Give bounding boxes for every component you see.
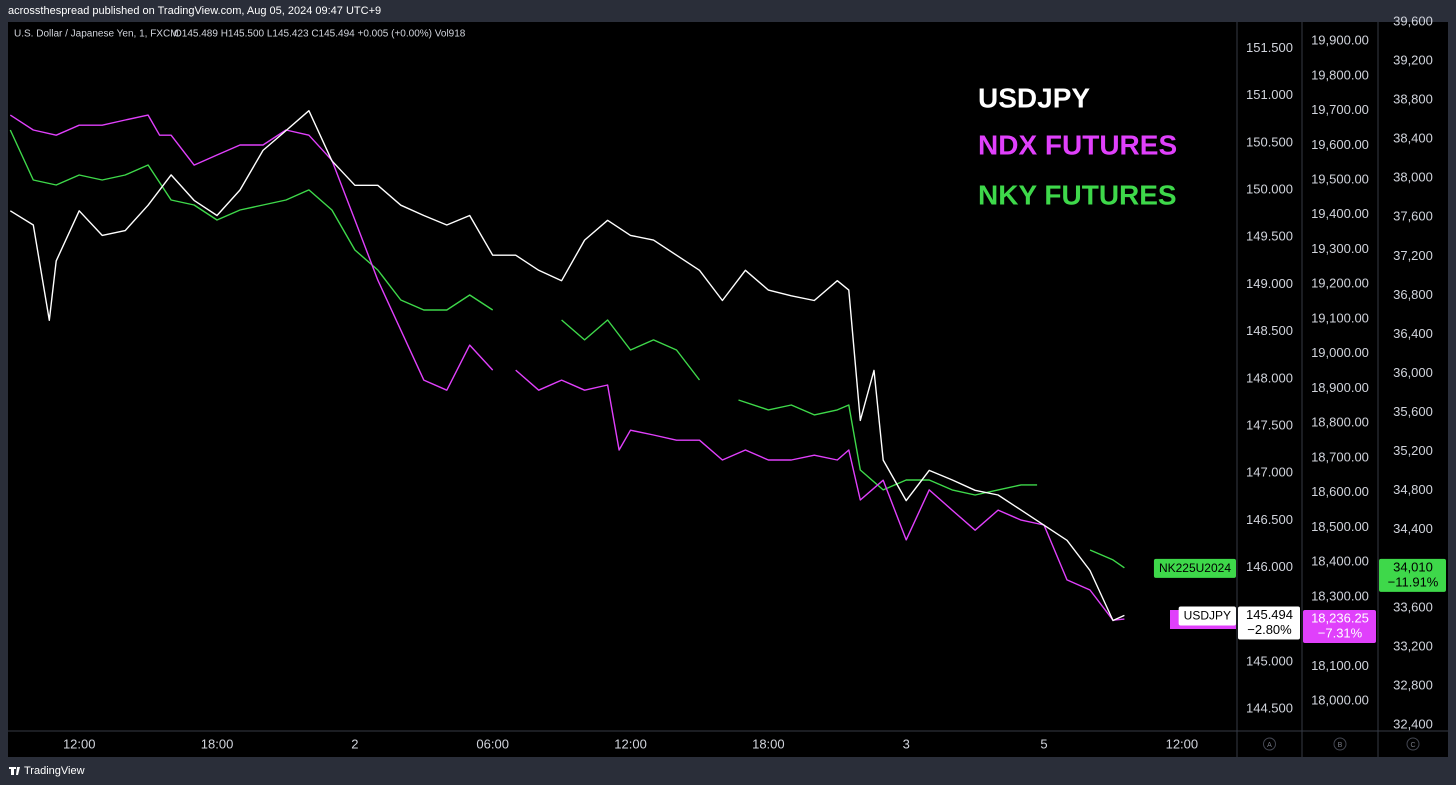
y-tick-label: 147.000 xyxy=(1246,465,1293,480)
axis-button xyxy=(1406,737,1420,751)
brand: TradingView xyxy=(24,765,85,777)
y-tick-label: 34,400 xyxy=(1393,521,1433,536)
price-label-box xyxy=(1379,558,1446,592)
footer: TradingView xyxy=(9,765,85,777)
y-tick-label: 18,500.00 xyxy=(1311,519,1369,534)
y-tick-label: 33,600 xyxy=(1393,599,1433,614)
y-tick-label: 149.500 xyxy=(1246,229,1293,244)
y-tick-label: 19,900.00 xyxy=(1311,33,1369,48)
y-tick-label: 37,600 xyxy=(1393,209,1433,224)
y-tick-label: 150.000 xyxy=(1246,181,1293,196)
y-tick-label: 19,200.00 xyxy=(1311,276,1369,291)
legend-entry: NKY FUTURES xyxy=(978,179,1177,210)
x-tick-label: 12:00 xyxy=(1166,736,1199,751)
axis-button-label: B xyxy=(1338,742,1343,749)
x-tick-label: 12:00 xyxy=(63,736,96,751)
y-tick-label: 146.500 xyxy=(1246,512,1293,527)
y-tick-label: 32,400 xyxy=(1393,716,1433,731)
price-line xyxy=(9,110,1125,622)
y-tick-label: 147.500 xyxy=(1246,418,1293,433)
y-tick-label: 19,600.00 xyxy=(1311,137,1369,152)
y-tick-label: 18,800.00 xyxy=(1311,415,1369,430)
y-tick-label: 145.000 xyxy=(1246,654,1293,669)
x-tick-label: 18:00 xyxy=(752,736,785,751)
axis-button xyxy=(1263,737,1276,751)
axis-button xyxy=(1333,737,1347,751)
y-tick-label: 19,700.00 xyxy=(1311,102,1369,117)
y-tick-label: 18,600.00 xyxy=(1311,484,1369,499)
y-tick-label: 18,900.00 xyxy=(1311,380,1369,395)
price-label-box xyxy=(1303,610,1376,644)
y-tick-label: 38,800 xyxy=(1393,92,1433,107)
x-tick-label: 3 xyxy=(903,736,910,751)
symbol-tag-box xyxy=(1178,606,1236,626)
y-tick-label: 38,400 xyxy=(1393,131,1433,146)
y-tick-label: 18,300.00 xyxy=(1311,588,1369,603)
y-tick-label: 18,700.00 xyxy=(1311,449,1369,464)
y-tick-label: 19,100.00 xyxy=(1311,310,1369,325)
y-tick-label: 150.500 xyxy=(1246,134,1293,149)
y-tick-label: 36,000 xyxy=(1393,365,1433,380)
x-tick-label: 12:00 xyxy=(614,736,647,751)
y-tick-label: 18,400.00 xyxy=(1311,554,1369,569)
tv-logo xyxy=(9,767,20,775)
x-tick-label: 06:00 xyxy=(476,736,509,751)
y-tick-label: 148.000 xyxy=(1246,370,1293,385)
x-tick-label: 2 xyxy=(351,736,358,751)
price-label-box xyxy=(1238,606,1300,640)
y-tick-label: 34,800 xyxy=(1393,482,1433,497)
change-label: −2.80% xyxy=(1247,622,1292,637)
y-tick-label: 151.500 xyxy=(1246,40,1293,55)
symbol-tag: USDJPY xyxy=(1184,609,1231,623)
chart-background xyxy=(8,22,1448,757)
symbol-info: U.S. Dollar / Japanese Yen, 1, FXCM xyxy=(14,29,179,40)
change-label: −11.91% xyxy=(1388,574,1439,589)
y-tick-label: 35,600 xyxy=(1393,404,1433,419)
y-tick-label: 18,100.00 xyxy=(1311,658,1369,673)
y-tick-label: 39,600 xyxy=(1393,13,1433,28)
y-tick-label: 144.500 xyxy=(1246,701,1293,716)
y-tick-label: 32,800 xyxy=(1393,677,1433,692)
y-tick-label: 35,200 xyxy=(1393,443,1433,458)
price-label: 34,010 xyxy=(1393,559,1433,574)
y-tick-label: 19,800.00 xyxy=(1311,67,1369,82)
y-tick-label: 38,000 xyxy=(1393,170,1433,185)
y-tick-label: 33,200 xyxy=(1393,638,1433,653)
y-tick-label: 36,400 xyxy=(1393,326,1433,341)
x-tick-label: 18:00 xyxy=(201,736,234,751)
ohlc-info: O145.489 H145.500 L145.423 C145.494 +0.0… xyxy=(174,29,466,40)
y-tick-label: 18,000.00 xyxy=(1311,693,1369,708)
y-tick-label: 19,300.00 xyxy=(1311,241,1369,256)
y-tick-label: 146.000 xyxy=(1246,559,1293,574)
axis-button-label: A xyxy=(1267,742,1272,749)
publish-info: acrossthespread published on TradingView… xyxy=(8,5,381,17)
price-label: 145.494 xyxy=(1246,607,1293,622)
price-line xyxy=(9,114,1125,621)
price-line xyxy=(9,129,1125,569)
y-tick-label: 19,500.00 xyxy=(1311,171,1369,186)
x-tick-label: 5 xyxy=(1040,736,1047,751)
symbol-tag: NK225U2024 xyxy=(1159,561,1231,575)
y-tick-label: 19,000.00 xyxy=(1311,345,1369,360)
y-tick-label: 37,200 xyxy=(1393,248,1433,263)
symbol-tag-box xyxy=(1153,558,1236,578)
legend-entry: NDX FUTURES xyxy=(978,129,1177,160)
change-label: −7.31% xyxy=(1318,625,1363,640)
y-tick-label: 39,200 xyxy=(1393,52,1433,67)
price-label: 18,236.25 xyxy=(1311,610,1369,625)
y-tick-label: 19,400.00 xyxy=(1311,206,1369,221)
axis-button-label: C xyxy=(1410,742,1415,749)
y-tick-label: 151.000 xyxy=(1246,87,1293,102)
legend-entry: USDJPY xyxy=(978,82,1090,113)
y-tick-label: 36,800 xyxy=(1393,287,1433,302)
y-tick-label: 148.500 xyxy=(1246,323,1293,338)
y-tick-label: 149.000 xyxy=(1246,276,1293,291)
